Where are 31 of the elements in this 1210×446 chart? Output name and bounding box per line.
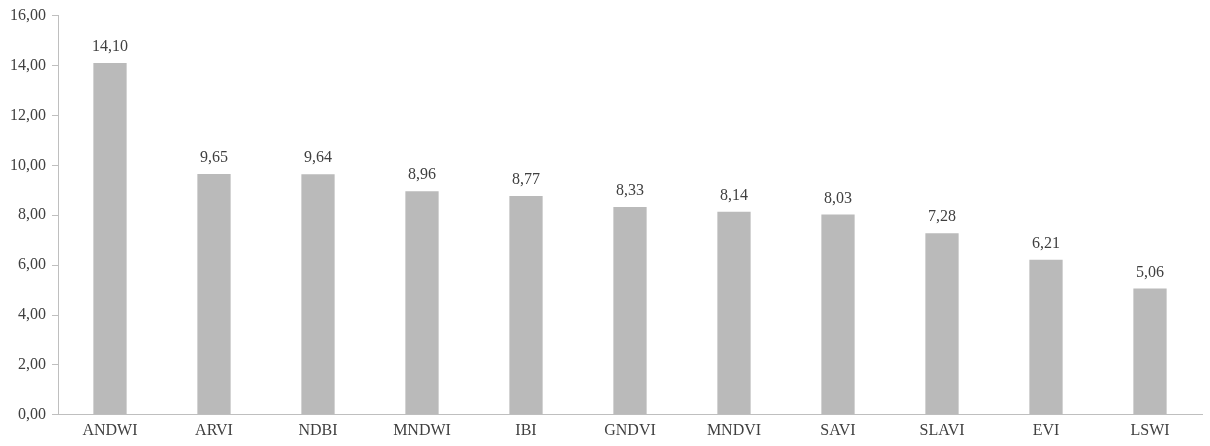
x-tick-label: EVI bbox=[1032, 420, 1060, 438]
y-tick-label: 16,00 bbox=[10, 5, 46, 23]
x-tick-label: GNDVI bbox=[604, 420, 656, 438]
data-label: 14,10 bbox=[92, 37, 128, 55]
x-tick-label: SAVI bbox=[820, 420, 856, 438]
data-label: 7,28 bbox=[928, 207, 956, 225]
data-label: 8,77 bbox=[512, 170, 540, 188]
y-tick-label: 14,00 bbox=[10, 55, 46, 73]
y-tick-label: 0,00 bbox=[18, 405, 46, 422]
y-tick-label: 8,00 bbox=[18, 205, 46, 223]
y-tick-label: 10,00 bbox=[10, 155, 46, 173]
y-tick-label: 2,00 bbox=[18, 355, 46, 373]
data-label: 5,06 bbox=[1136, 262, 1164, 280]
data-label: 8,33 bbox=[616, 181, 644, 199]
x-tick-label: MNDWI bbox=[393, 420, 451, 438]
data-label: 8,03 bbox=[824, 188, 852, 206]
y-tick-label: 6,00 bbox=[18, 255, 46, 273]
y-tick-label: 4,00 bbox=[18, 305, 46, 323]
x-tick-label: MNDVI bbox=[706, 420, 762, 438]
y-tick-label: 12,00 bbox=[10, 105, 46, 123]
x-tick-label: SLAVI bbox=[919, 420, 965, 438]
x-tick-label: ARVI bbox=[195, 420, 233, 438]
data-label: 8,96 bbox=[408, 165, 436, 183]
x-tick-label: NDBI bbox=[298, 420, 338, 438]
data-label: 9,65 bbox=[200, 148, 228, 166]
data-label: 6,21 bbox=[1032, 234, 1060, 252]
data-label: 8,14 bbox=[720, 185, 748, 203]
x-tick-label: ANDWI bbox=[82, 420, 138, 438]
x-tick-label: LSWI bbox=[1130, 420, 1170, 438]
data-label: 9,64 bbox=[304, 148, 332, 166]
x-tick-label: IBI bbox=[515, 420, 537, 438]
